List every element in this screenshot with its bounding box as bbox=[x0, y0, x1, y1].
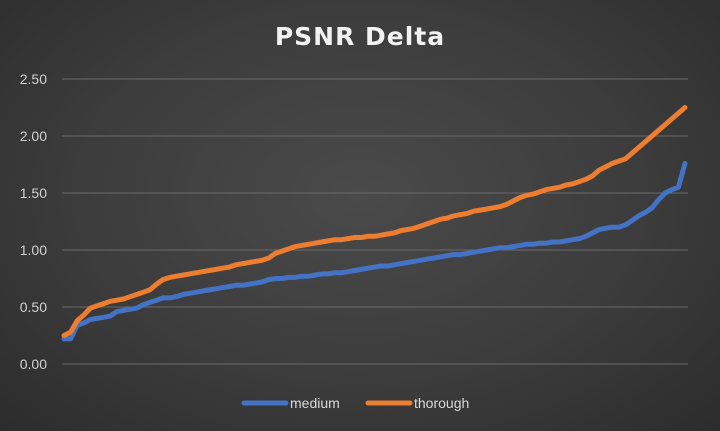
y-tick-label: 2.50 bbox=[20, 71, 47, 87]
y-tick-label: 1.50 bbox=[20, 185, 47, 201]
y-tick-label: 2.00 bbox=[20, 128, 47, 144]
series-line-thorough bbox=[61, 105, 688, 338]
legend: medium thorough bbox=[241, 395, 469, 411]
y-tick-label: 1.00 bbox=[20, 242, 47, 258]
legend-label: medium bbox=[290, 395, 340, 411]
legend-label: thorough bbox=[414, 395, 469, 411]
series-lines bbox=[61, 105, 688, 342]
legend-item-medium: medium bbox=[241, 395, 340, 411]
chart-title: PSNR Delta bbox=[275, 22, 445, 51]
legend-item-thorough: thorough bbox=[365, 395, 469, 411]
y-axis-ticks: 0.00 0.50 1.00 1.50 2.00 2.50 bbox=[20, 71, 47, 372]
y-tick-label: 0.50 bbox=[20, 299, 47, 315]
y-tick-label: 0.00 bbox=[20, 356, 47, 372]
series-line-medium bbox=[61, 160, 688, 342]
gridlines bbox=[62, 78, 688, 365]
